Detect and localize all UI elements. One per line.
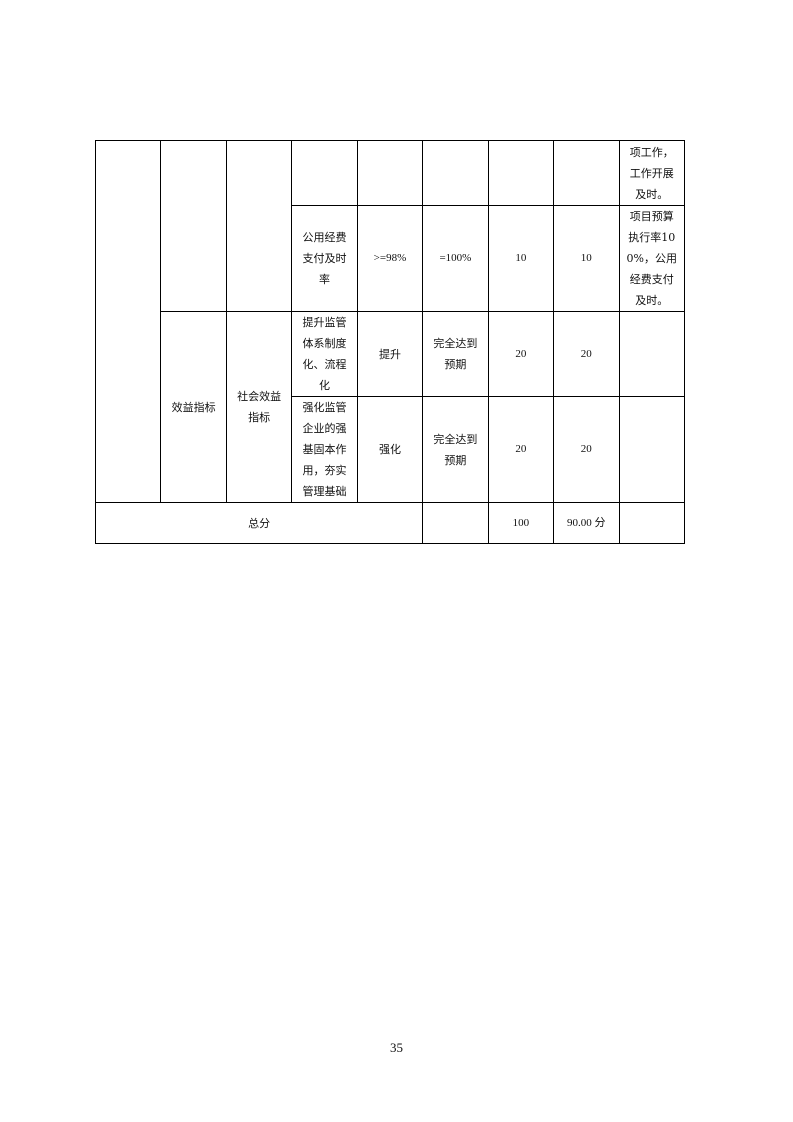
cell-score: 20 [553, 311, 620, 397]
cell-remark: 项工作，工作开展及时。 [618, 140, 685, 206]
cell-empty [487, 140, 555, 206]
cell-indicator: 强化监管企业的强基固本作用，夯实管理基础 [291, 396, 358, 503]
cell-empty [422, 140, 489, 206]
table-row: 强化监管企业的强基固本作用，夯实管理基础 强化 完全达到预期 20 20 [96, 396, 685, 503]
cell-score: 20 [553, 396, 620, 503]
cell-empty [94, 140, 162, 503]
cell-actual: 完全达到预期 [422, 311, 489, 397]
cell-level2: 社会效益指标 [225, 311, 293, 503]
cell-remark [618, 396, 685, 503]
table-row: 公用经费支付及时率 >=98% =100% 10 10 项目预算执行率100%，… [96, 205, 685, 312]
total-row: 总分 100 90.00 分 [94, 502, 685, 544]
total-weight: 100 [487, 502, 555, 544]
performance-table: 项工作，工作开展及时。 公用经费支付及时率 >=98% =100% 10 10 … [94, 140, 685, 544]
total-label: 总分 [94, 502, 424, 544]
table-row: 效益指标 社会效益指标 提升监管体系制度化、流程化 提升 完全达到预期 20 2… [96, 311, 685, 503]
cell-weight: 20 [487, 396, 555, 503]
cell-remark [618, 311, 685, 397]
table-row: 项工作，工作开展及时。 [94, 140, 685, 503]
cell-actual: =100% [422, 205, 489, 312]
cell-actual: 完全达到预期 [422, 396, 489, 503]
cell-score: 10 [553, 205, 620, 312]
cell-target: >=98% [356, 205, 424, 312]
cell-target: 强化 [356, 396, 424, 503]
cell-empty [291, 140, 358, 206]
cell-level1: 效益指标 [160, 311, 227, 503]
cell-empty [225, 140, 293, 312]
cell-empty [160, 140, 227, 312]
cell-weight: 20 [487, 311, 555, 397]
cell-empty [356, 140, 424, 206]
cell-indicator: 提升监管体系制度化、流程化 [291, 311, 358, 397]
page-number: 35 [390, 1040, 403, 1055]
cell-indicator: 公用经费支付及时率 [291, 205, 358, 312]
cell-remark: 项目预算执行率100%，公用经费支付及时。 [618, 205, 685, 312]
cell-weight: 10 [487, 205, 555, 312]
total-score: 90.00 分 [553, 502, 620, 544]
cell-target: 提升 [356, 311, 424, 397]
cell-empty [618, 502, 685, 544]
cell-empty [422, 502, 489, 544]
cell-empty [553, 140, 620, 206]
